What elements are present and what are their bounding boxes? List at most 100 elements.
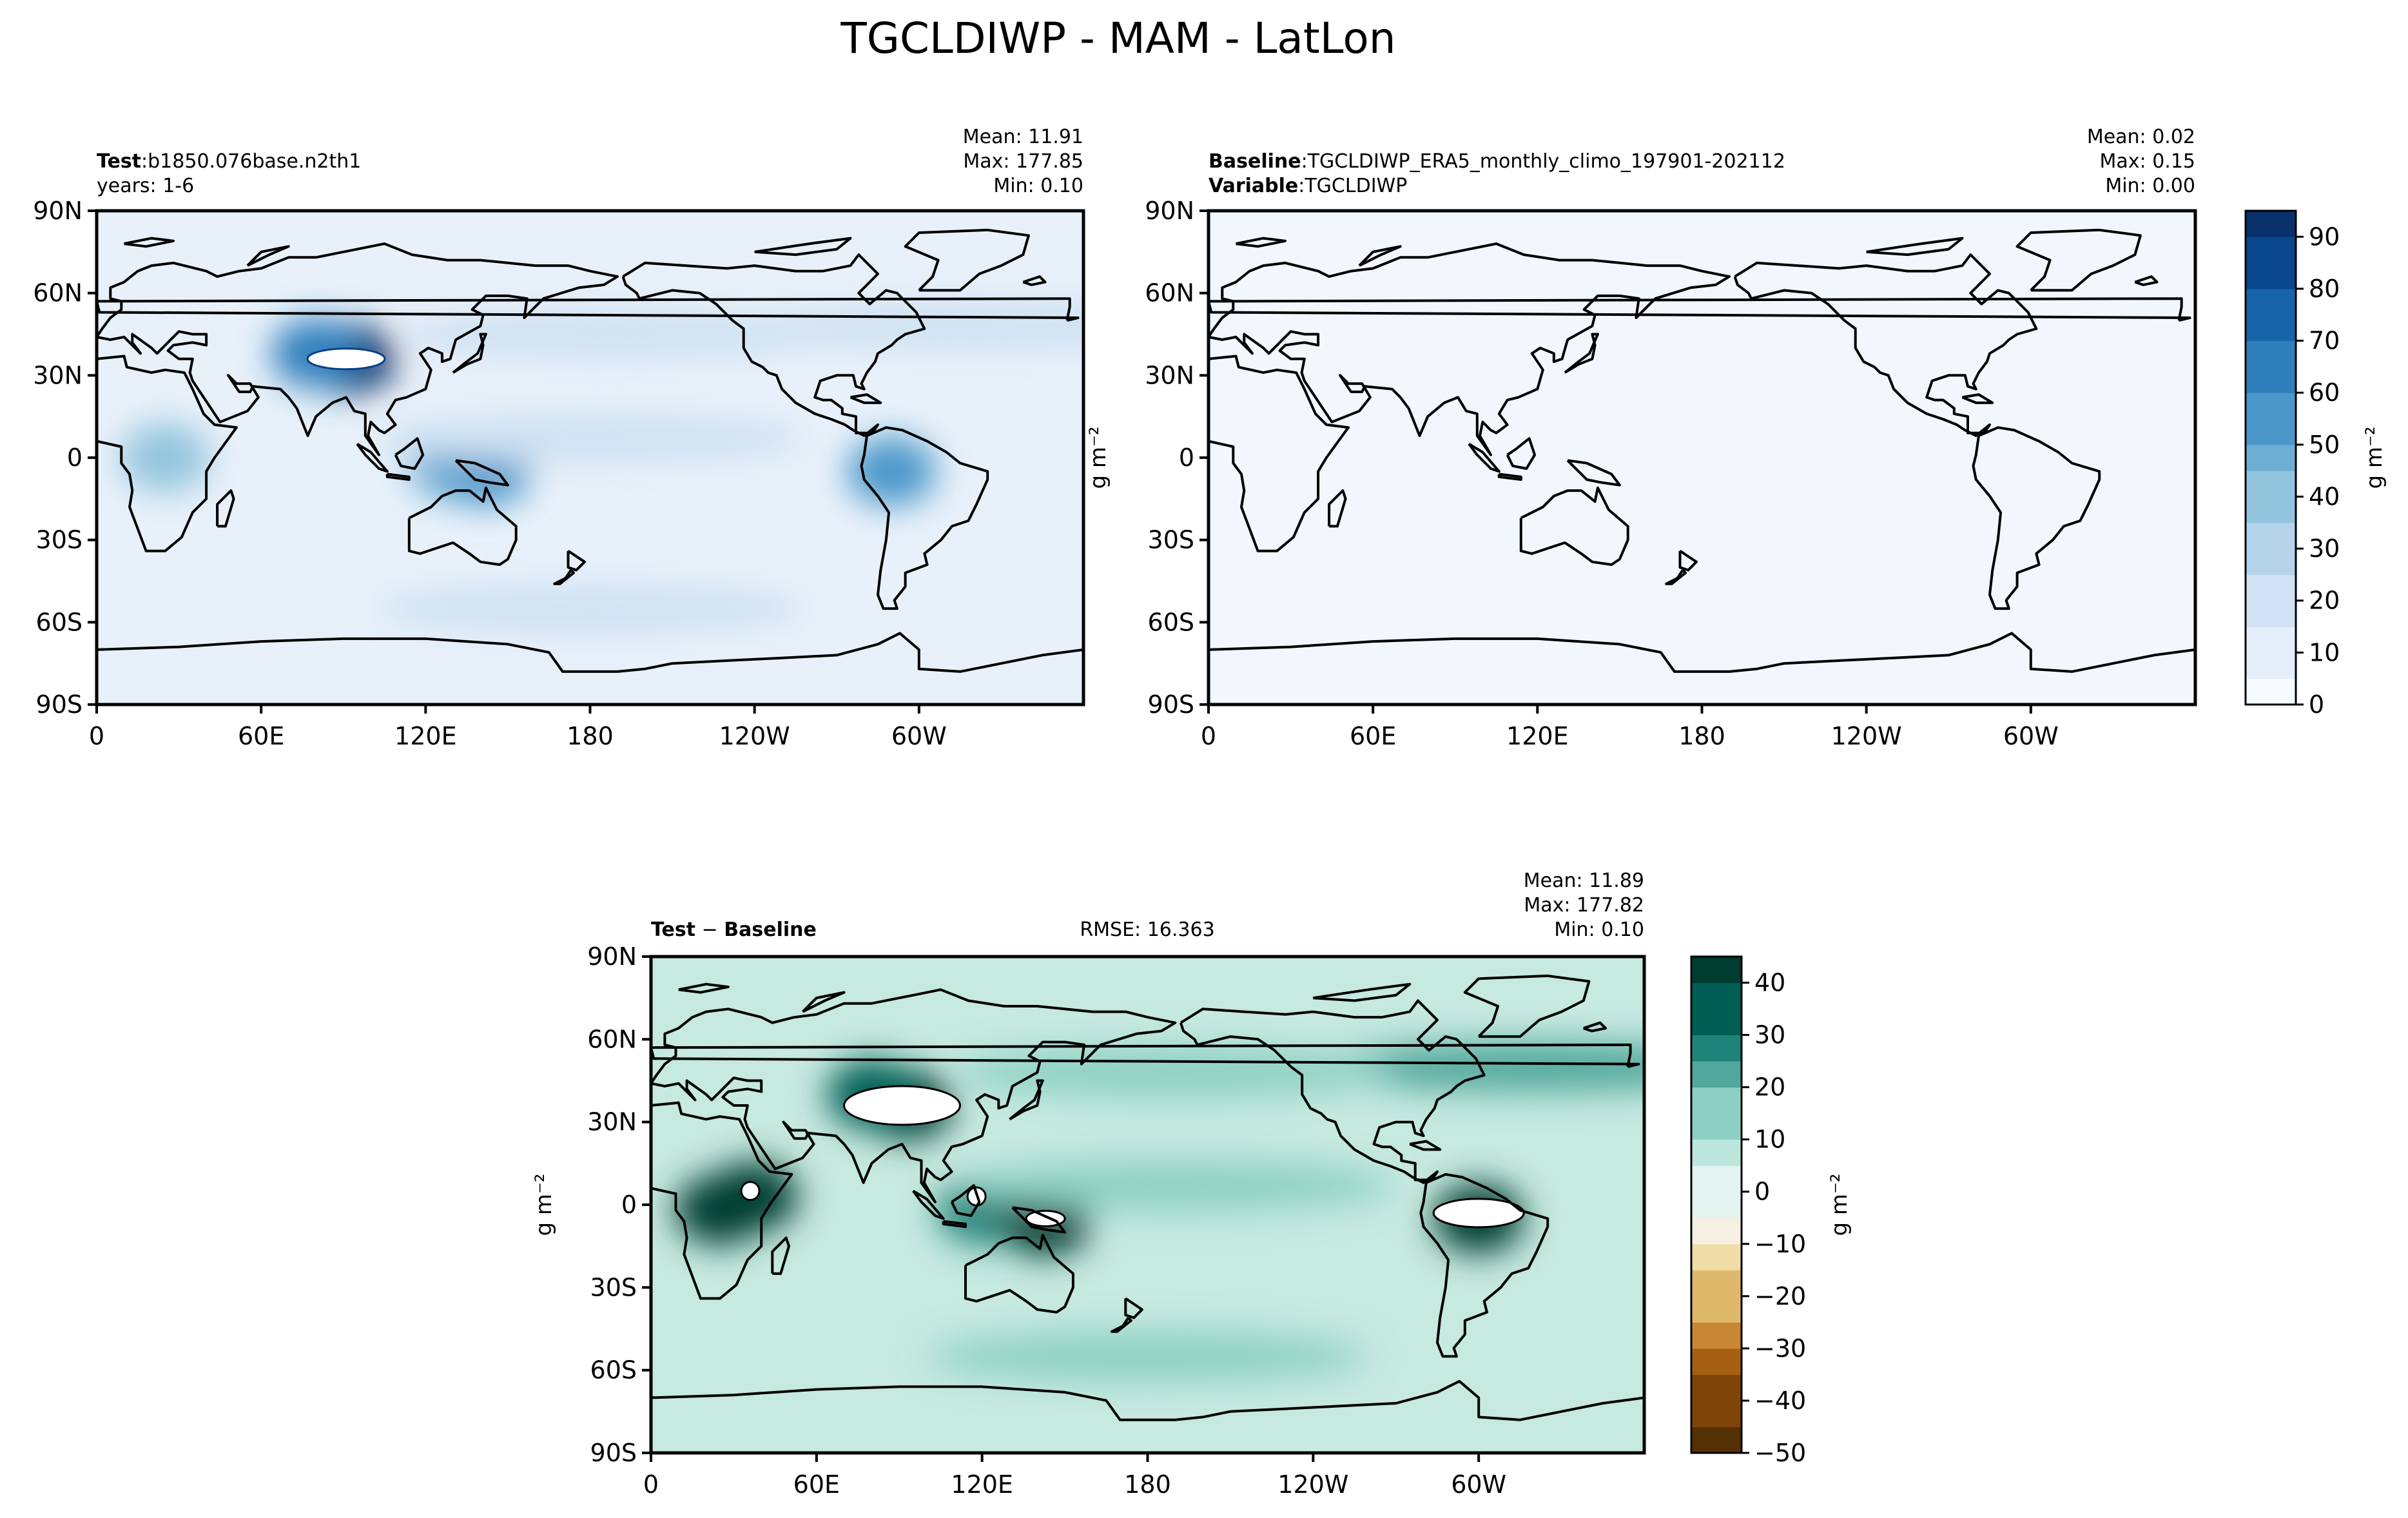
panel-difference-ylabel: g m⁻²	[531, 1173, 557, 1236]
coastline-segment	[553, 569, 575, 585]
coastline-segment	[1665, 569, 1687, 585]
panel-test-max: Max: 177.85	[963, 150, 1083, 173]
coastline-segment	[1564, 333, 1599, 374]
colorbar-tick-label: 80	[2309, 275, 2340, 303]
colorbar-level	[1691, 1348, 1742, 1375]
colorbar-level	[2246, 366, 2296, 393]
colorbar-level	[1691, 1191, 1742, 1218]
coastline-segment	[678, 982, 730, 994]
coastline-segment	[1009, 1079, 1044, 1121]
panel-difference-map	[651, 957, 1644, 1453]
coastline-segment	[950, 1184, 981, 1218]
colorbar-tick-label: 0	[1754, 1178, 1770, 1206]
y-tick-label: 90S	[590, 1439, 637, 1467]
y-tick-label: 30N	[33, 361, 83, 389]
panel-baseline-mean: Mean: 0.02	[2087, 126, 2195, 148]
x-tick-label: 120E	[394, 722, 457, 750]
coastline-segment	[216, 489, 235, 528]
colorbar-level	[2246, 288, 2296, 315]
coastline-segment	[1583, 1021, 1607, 1033]
coastline-segment	[1236, 237, 1287, 248]
colorbar-level	[1691, 1061, 1742, 1088]
field-region-north-pacific	[400, 309, 835, 359]
field-region-itcz	[956, 1160, 1394, 1211]
coastline-segment	[621, 253, 926, 437]
coastline-segment	[2134, 275, 2159, 286]
colorbar-level	[1691, 1009, 1742, 1036]
field-region-southern-ocean	[929, 1331, 1366, 1381]
colorbar-tick-label: 90	[2309, 222, 2340, 251]
panel-test-case-name: b1850.076base.n2th1	[148, 150, 361, 173]
coastline-segment	[904, 228, 1030, 292]
coastline-segment	[1209, 242, 1731, 456]
y-tick-label: 0	[621, 1191, 637, 1219]
colorbar-tick-label: −30	[1754, 1334, 1806, 1363]
field-region-itcz	[373, 413, 808, 463]
coastline-segment	[1419, 1173, 1549, 1358]
panel-difference-min: Min: 0.10	[1554, 919, 1644, 941]
coastline-segment	[1409, 1140, 1442, 1151]
colorbar-level	[1691, 1374, 1742, 1401]
panel-baseline-label-bold: Baseline	[1209, 150, 1301, 173]
y-tick-label: 90S	[36, 690, 83, 719]
panel-difference-label: Test − Baseline	[651, 919, 817, 941]
coastline-segment	[651, 988, 1177, 1203]
x-tick-label: 60W	[891, 722, 947, 750]
coastline-segment	[771, 1236, 790, 1275]
colorbar-level	[2246, 315, 2296, 342]
coastline-segment	[1866, 237, 1964, 257]
x-tick-label: 60W	[2003, 722, 2059, 750]
y-tick-label: 60N	[33, 279, 83, 307]
coastline-segment	[1209, 632, 2195, 673]
masked-region-amazon	[1432, 1198, 1525, 1229]
coastline-segment	[454, 459, 509, 487]
coastline-segment	[124, 237, 175, 248]
colorbar-level	[2246, 262, 2296, 289]
colorbar-frame	[2244, 209, 2297, 706]
y-tick-label: 90N	[33, 197, 83, 225]
colorbar-tick-label: −10	[1754, 1230, 1806, 1258]
colorbar-tick-label: 20	[2309, 587, 2340, 615]
y-tick-label: 90N	[1145, 197, 1194, 225]
coastline-segment	[246, 245, 290, 267]
x-tick-label: 60E	[238, 722, 284, 750]
x-tick-label: 0	[1201, 722, 1216, 750]
colorbar-level	[1691, 1113, 1742, 1140]
colorbar-level	[2246, 549, 2296, 575]
colorbar-level	[2246, 444, 2296, 471]
x-tick-label: 180	[1124, 1470, 1171, 1499]
coastline-segment	[1110, 1316, 1132, 1333]
coastline-segment	[407, 486, 518, 566]
colorbar-level	[1691, 1426, 1742, 1454]
coastline-segment	[1961, 393, 1994, 404]
coastline-segment	[1209, 297, 2191, 322]
panel-difference-rmse: RMSE: 16.363	[1080, 919, 1214, 941]
x-tick-label: 120W	[719, 722, 790, 750]
colorbar-level	[2246, 600, 2296, 627]
panel-test-label-bold: Test	[97, 150, 141, 173]
colorbar-level	[2246, 627, 2296, 653]
coastline-segment	[1358, 245, 1402, 267]
panel-baseline-coastlines	[1209, 228, 2195, 673]
coastline-segment	[964, 1234, 1074, 1314]
panel-difference-max: Max: 177.82	[1524, 894, 1644, 917]
colorbar-difference: 40 30 20 10 0 −10 −20 −30 −40 −50	[1690, 955, 1806, 1467]
figure-title: TGCLDIWP - MAM - LatLon	[840, 14, 1395, 63]
coastline-segment	[394, 437, 425, 470]
masked-region-ethiopia	[740, 1181, 761, 1202]
panel-baseline-label: Baseline:TGCLDIWP_ERA5_monthly_climo_197…	[1209, 150, 1785, 173]
panel-test-field	[121, 301, 1083, 634]
coastline-segment	[2015, 228, 2142, 292]
colorbar-level	[2246, 393, 2296, 420]
coastline-segment	[1519, 486, 1629, 566]
colorbar-level	[2246, 211, 2296, 237]
panel-test: Test:b1850.076base.n2th1 years: 1-6 Mean…	[33, 126, 1085, 750]
panel-test-coastlines	[97, 228, 1083, 673]
coastline-segment	[1468, 442, 1500, 473]
colorbar-tick-label: 0	[2309, 690, 2324, 719]
field-region-andes-amazon	[847, 436, 937, 506]
coastline-segment	[567, 550, 586, 572]
panel-baseline-label-colon: :	[1301, 150, 1308, 173]
colorbar-level	[1691, 1035, 1742, 1062]
x-tick-label: 180	[567, 722, 614, 750]
